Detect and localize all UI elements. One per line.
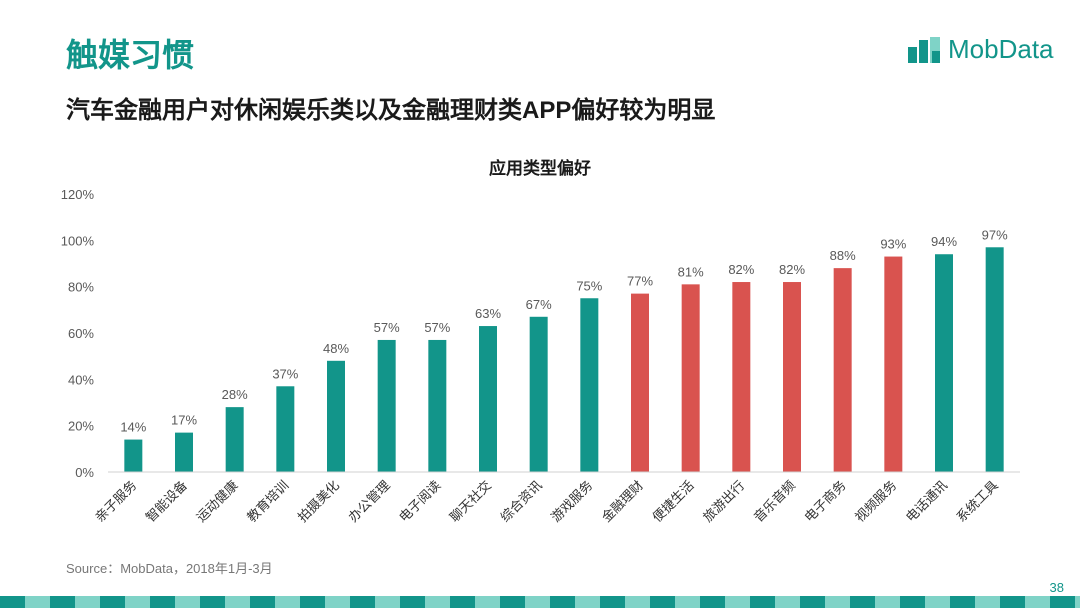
data-label: 94%	[931, 234, 957, 249]
data-label: 67%	[526, 297, 552, 312]
x-tick-label: 视频服务	[852, 478, 899, 525]
x-tick-label: 便捷生活	[649, 478, 696, 525]
bar	[833, 268, 852, 472]
bar	[884, 256, 903, 472]
y-tick-label: 100%	[61, 233, 95, 248]
chart-title: 应用类型偏好	[489, 158, 591, 178]
x-tick-label: 亲子服务	[92, 478, 139, 525]
x-tick-label: 电子阅读	[396, 478, 443, 525]
mobdata-logo-icon	[908, 36, 940, 63]
logo: MobData	[908, 34, 1054, 65]
source-note: Source：MobData，2018年1月-3月	[66, 561, 273, 576]
x-tick-label: 智能设备	[143, 478, 190, 525]
y-tick-label: 0%	[75, 465, 94, 480]
bar	[580, 298, 599, 472]
y-tick-label: 120%	[61, 187, 95, 202]
slide-title: 触媒习惯	[66, 37, 195, 73]
footer-stripe	[0, 596, 1080, 608]
slide-subtitle: 汽车金融用户对休闲娱乐类以及金融理财类APP偏好较为明显	[66, 97, 716, 124]
data-label: 57%	[374, 320, 400, 335]
y-tick-label: 40%	[68, 372, 94, 387]
x-tick-label: 电话通讯	[903, 478, 950, 525]
data-label: 57%	[424, 320, 450, 335]
bar	[681, 284, 700, 472]
data-label: 14%	[120, 420, 146, 435]
data-label: 88%	[830, 248, 856, 263]
data-label: 82%	[779, 262, 805, 277]
x-tick-label: 金融理财	[599, 478, 646, 525]
data-label: 93%	[880, 237, 906, 252]
bar	[327, 360, 345, 472]
bar	[175, 432, 193, 472]
x-tick-label: 聊天社交	[447, 478, 494, 525]
y-tick-label: 60%	[68, 326, 94, 341]
x-axis: 亲子服务 智能设备 运动健康 教育培训 拍摄美化 办公管理 电子阅读 聊天社交 综合资讯 游戏服务…	[92, 471, 1020, 525]
bar	[783, 282, 801, 472]
bar	[732, 282, 751, 472]
x-tick-label: 旅游出行	[700, 478, 747, 525]
x-tick-label: 电子商务	[801, 478, 848, 525]
x-tick-label: 办公管理	[345, 478, 392, 525]
bar	[529, 316, 548, 472]
x-tick-label: 游戏服务	[548, 478, 595, 525]
bar	[276, 386, 295, 472]
page-number: 38	[1049, 580, 1064, 595]
data-label: 82%	[728, 262, 754, 277]
y-axis: 0% 20% 40% 60% 80% 100% 120%	[61, 187, 95, 480]
data-label: 63%	[475, 306, 501, 321]
x-tick-label: 教育培训	[244, 478, 291, 525]
data-label: 48%	[323, 341, 349, 356]
x-tick-label: 系统工具	[953, 478, 1000, 525]
x-tick-label: 拍摄美化	[295, 478, 342, 525]
x-tick-label: 综合资讯	[497, 478, 544, 525]
bar	[124, 439, 143, 472]
data-label: 75%	[576, 278, 602, 293]
bar	[935, 254, 953, 472]
logo-text: MobData	[948, 34, 1054, 64]
data-label: 28%	[222, 387, 248, 402]
bar	[985, 247, 1004, 472]
y-tick-label: 20%	[68, 419, 94, 434]
bar	[225, 407, 244, 472]
bars: 14% 17% 28% 37% 48% 57% 57% 63% 67% 75% 77% 81% 82% 8…	[120, 227, 1008, 472]
data-label: 97%	[982, 227, 1008, 242]
y-tick-label: 80%	[68, 280, 94, 295]
x-tick-label: 运动健康	[193, 478, 240, 525]
data-label: 81%	[678, 264, 704, 279]
bar	[428, 339, 447, 472]
x-tick-label: 音乐音频	[751, 478, 798, 525]
bar	[377, 339, 396, 472]
data-label: 77%	[627, 274, 653, 289]
data-label: 37%	[272, 366, 298, 381]
data-label: 17%	[171, 413, 197, 428]
bar	[479, 326, 497, 472]
bar	[631, 293, 649, 472]
